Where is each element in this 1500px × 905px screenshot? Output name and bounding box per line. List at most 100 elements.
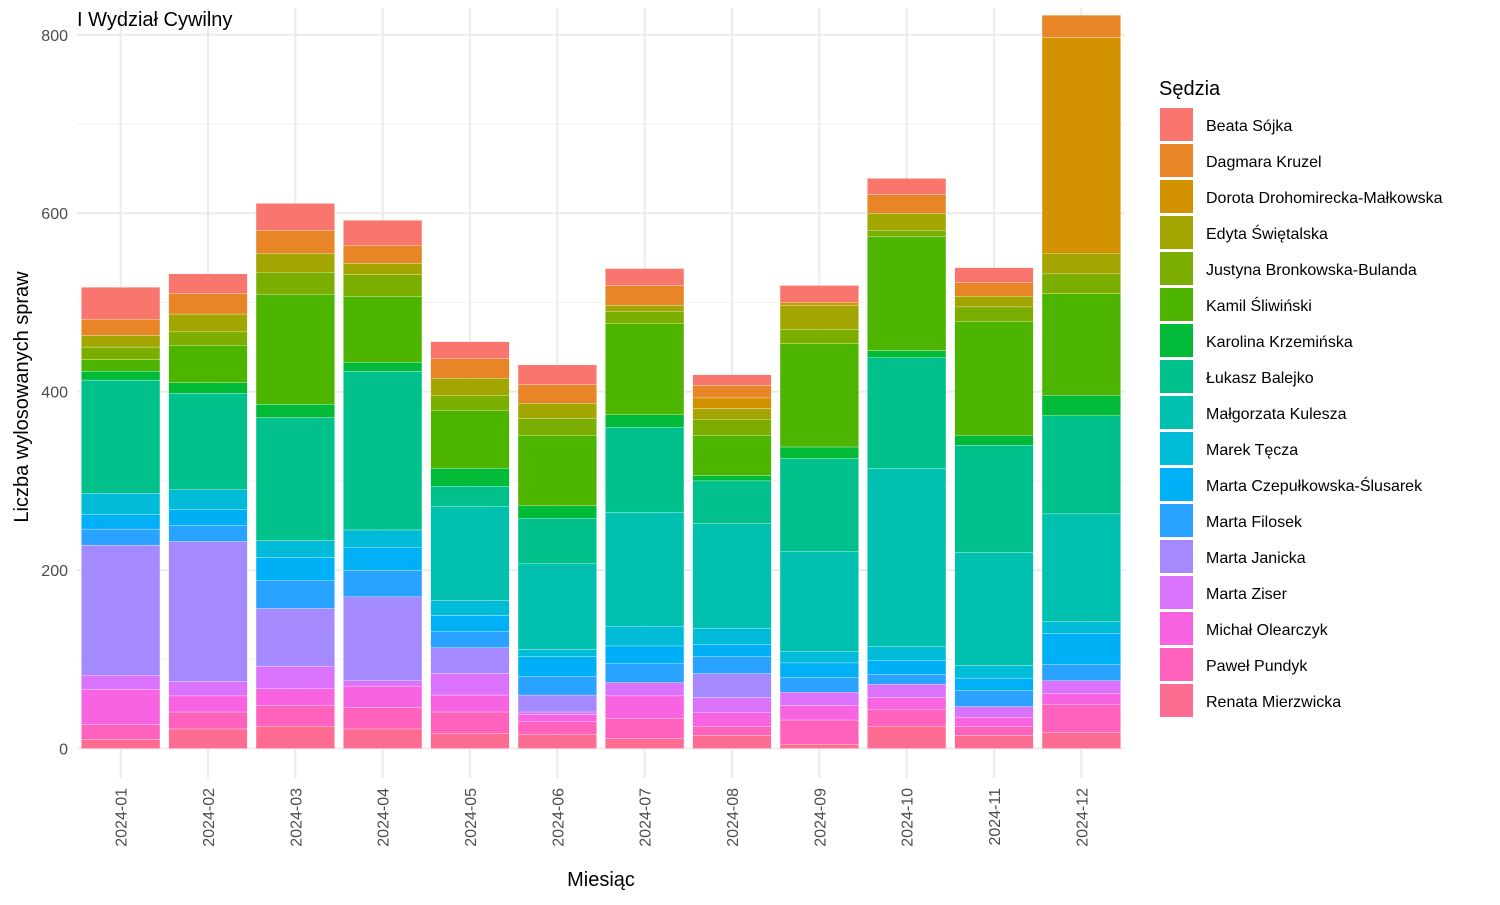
bar-segment: [605, 738, 685, 749]
bar-segment: [430, 733, 510, 749]
bar-segment: [867, 236, 947, 351]
bar-segment: [605, 682, 685, 697]
legend-label: Karolina Krzemińska: [1206, 334, 1353, 351]
bar-segment: [605, 414, 685, 428]
bar-segment: [867, 660, 947, 675]
bar-segment: [1041, 293, 1121, 396]
legend-label: Dorota Drohomirecka-Małkowska: [1206, 190, 1443, 207]
legend-label: Marta Janicka: [1206, 550, 1306, 567]
y-tick-label: 200: [41, 563, 68, 580]
legend-label: Beata Sójka: [1206, 118, 1292, 135]
bar-segment: [692, 408, 772, 420]
bar-segment: [255, 253, 335, 273]
bar-segment: [1041, 693, 1121, 705]
bar-segment: [605, 511, 685, 627]
bar-segment: [954, 690, 1034, 707]
bar-segment: [81, 335, 161, 348]
x-tick-label: 2024-12: [1074, 788, 1091, 847]
legend-title: Sędzia: [1159, 78, 1221, 100]
bar-segment: [779, 743, 859, 749]
bar-segment: [605, 663, 685, 683]
bar-segment: [430, 358, 510, 379]
legend-swatch: [1160, 360, 1193, 393]
bar-segment: [1041, 37, 1121, 254]
bar-segment: [779, 446, 859, 459]
bar-segment: [168, 541, 248, 682]
bar-segment: [692, 735, 772, 749]
bar-segment: [343, 296, 423, 363]
bar-segment: [779, 329, 859, 344]
legend-swatch: [1160, 504, 1193, 537]
bar-segment: [81, 493, 161, 515]
bar-segment: [867, 350, 947, 358]
bar-segment: [517, 435, 597, 507]
bar-segment: [1041, 732, 1121, 749]
bar-segment: [168, 728, 248, 749]
bar-segment: [81, 287, 161, 320]
bar-segment: [692, 419, 772, 436]
bar-segment: [517, 418, 597, 436]
bar-segment: [255, 557, 335, 581]
bar-segment: [81, 724, 161, 740]
bar-segment: [779, 705, 859, 721]
bar-segment: [867, 213, 947, 231]
bar-segment: [779, 551, 859, 652]
y-axis-label: Liczba wylosowanych spraw: [11, 271, 33, 523]
legend-label: Marta Czepułkowska-Ślusarek: [1206, 476, 1423, 495]
y-tick-label: 600: [41, 206, 68, 223]
legend-swatch: [1160, 144, 1193, 177]
bar-segment: [692, 697, 772, 714]
bar-segment: [605, 268, 685, 286]
bar-segment: [517, 711, 597, 715]
bar-segment: [867, 684, 947, 698]
legend-swatch: [1160, 108, 1193, 141]
bar-segment: [255, 688, 335, 706]
bar-segment: [779, 285, 859, 303]
bar-segment: [517, 384, 597, 404]
bar-segment: [430, 486, 510, 507]
x-tick-label: 2024-05: [463, 788, 480, 847]
bar-segment: [779, 677, 859, 693]
bar-segment: [517, 505, 597, 519]
bar-segment: [1041, 621, 1121, 634]
bar-segment: [954, 267, 1034, 283]
bar-segment: [779, 343, 859, 448]
bar-segment: [1041, 14, 1121, 38]
legend-label: Małgorzata Kulesza: [1206, 406, 1347, 423]
bar-segment: [255, 608, 335, 667]
bar-segment: [430, 468, 510, 487]
bar-segment: [692, 673, 772, 698]
bar-segment: [430, 378, 510, 396]
bar-segment: [867, 194, 947, 214]
bar-segment: [954, 321, 1034, 436]
legend-swatch: [1160, 684, 1193, 717]
bar-segment: [430, 647, 510, 674]
bar-segment: [81, 675, 161, 690]
bar-segment: [605, 695, 685, 719]
bar-segment: [81, 346, 161, 360]
bar-segment: [605, 645, 685, 664]
bar-segment: [430, 410, 510, 469]
legend-swatch: [1160, 288, 1193, 321]
bar-segment: [168, 313, 248, 333]
bar-segment: [255, 294, 335, 405]
bar-segment: [430, 506, 510, 601]
bar-segment: [343, 370, 423, 531]
bar-segment: [1041, 513, 1121, 623]
x-tick-label: 2024-04: [376, 788, 393, 847]
bar-segment: [954, 677, 1034, 691]
bar-segment: [343, 680, 423, 687]
bar-segment: [517, 518, 597, 565]
bar-segment: [517, 403, 597, 419]
x-tick-label: 2024-08: [725, 788, 742, 847]
bar-segment: [81, 739, 161, 749]
bar-segment: [954, 435, 1034, 446]
bar-segment: [779, 692, 859, 706]
bar-segment: [517, 563, 597, 650]
x-tick-label: 2024-07: [638, 788, 655, 847]
legend-label: Marta Ziser: [1206, 586, 1288, 603]
bar-segment: [692, 656, 772, 674]
chart-title: I Wydział Cywilny: [77, 9, 232, 31]
